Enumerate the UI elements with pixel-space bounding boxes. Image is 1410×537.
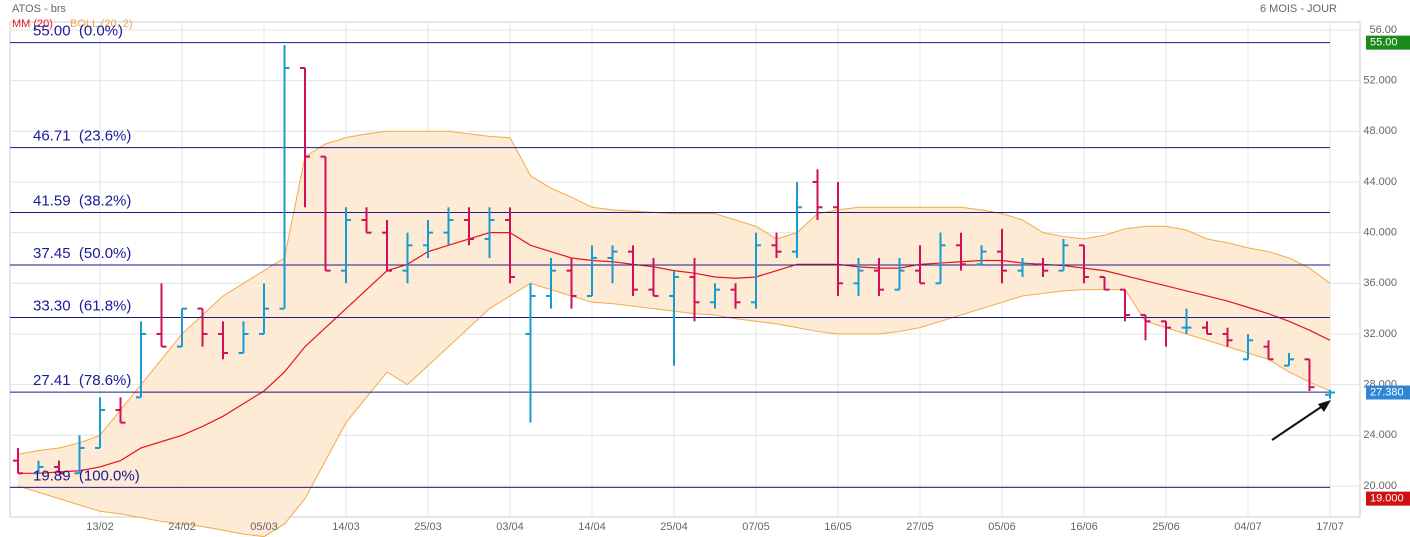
x-tick-label: 03/04 [496,521,524,533]
fib-label: 33.30 (61.8%) [33,297,131,314]
y-tick-label: 56.00 [1369,24,1397,36]
fib-label: 27.41 (78.6%) [33,372,131,389]
y-tick-label: 36.000 [1363,277,1397,289]
x-tick-label: 07/05 [742,521,770,533]
x-tick-label: 24/02 [168,521,196,533]
x-tick-label: 16/05 [824,521,852,533]
price-tag [1366,35,1410,50]
x-tick-label: 14/03 [332,521,360,533]
price-tag [1366,385,1410,400]
chart-title: ATOS - brs [12,3,66,15]
y-tick-label: 20.000 [1363,480,1397,492]
price-tag-label: 55.00 [1370,37,1398,49]
x-tick-label: 27/05 [906,521,934,533]
y-tick-label: 32.000 [1363,328,1397,340]
y-tick-label: 48.000 [1363,125,1397,137]
chart-subtitle: 6 MOIS - JOUR [1260,3,1337,15]
legend-entry: MM (20) [12,18,53,30]
fib-label: 46.71 (23.6%) [33,128,131,145]
fib-label: 55.00 (0.0%) [33,23,123,40]
y-tick-label: 24.000 [1363,429,1397,441]
legend-entry: BOLL (20, 2) [70,18,133,30]
arrow [1271,402,1328,441]
x-tick-label: 13/02 [86,521,114,533]
x-tick-label: 17/07 [1316,521,1344,533]
price-tag-label: 27.380 [1370,386,1404,398]
fib-label: 19.89 (100.0%) [33,467,140,484]
y-tick-label: 40.000 [1363,227,1397,239]
x-tick-label: 14/04 [578,521,606,533]
fib-label: 41.59 (38.2%) [33,192,131,209]
price-tag [1366,491,1410,506]
y-tick-label: 52.000 [1363,75,1397,87]
x-tick-label: 25/06 [1152,521,1180,533]
x-tick-label: 25/03 [414,521,442,533]
x-tick-label: 25/04 [660,521,688,533]
y-tick-label: 44.000 [1363,176,1397,188]
arrow-head [1318,400,1331,412]
x-tick-label: 05/06 [988,521,1016,533]
price-tag-label: 19.000 [1370,493,1404,505]
plot-frame [9,21,1361,518]
x-tick-label: 16/06 [1070,521,1098,533]
fib-label: 37.45 (50.0%) [33,245,131,262]
plot [10,42,1335,537]
boll-upper [17,130,1331,455]
x-tick-label: 05/03 [250,521,278,533]
x-tick-label: 04/07 [1234,521,1262,533]
